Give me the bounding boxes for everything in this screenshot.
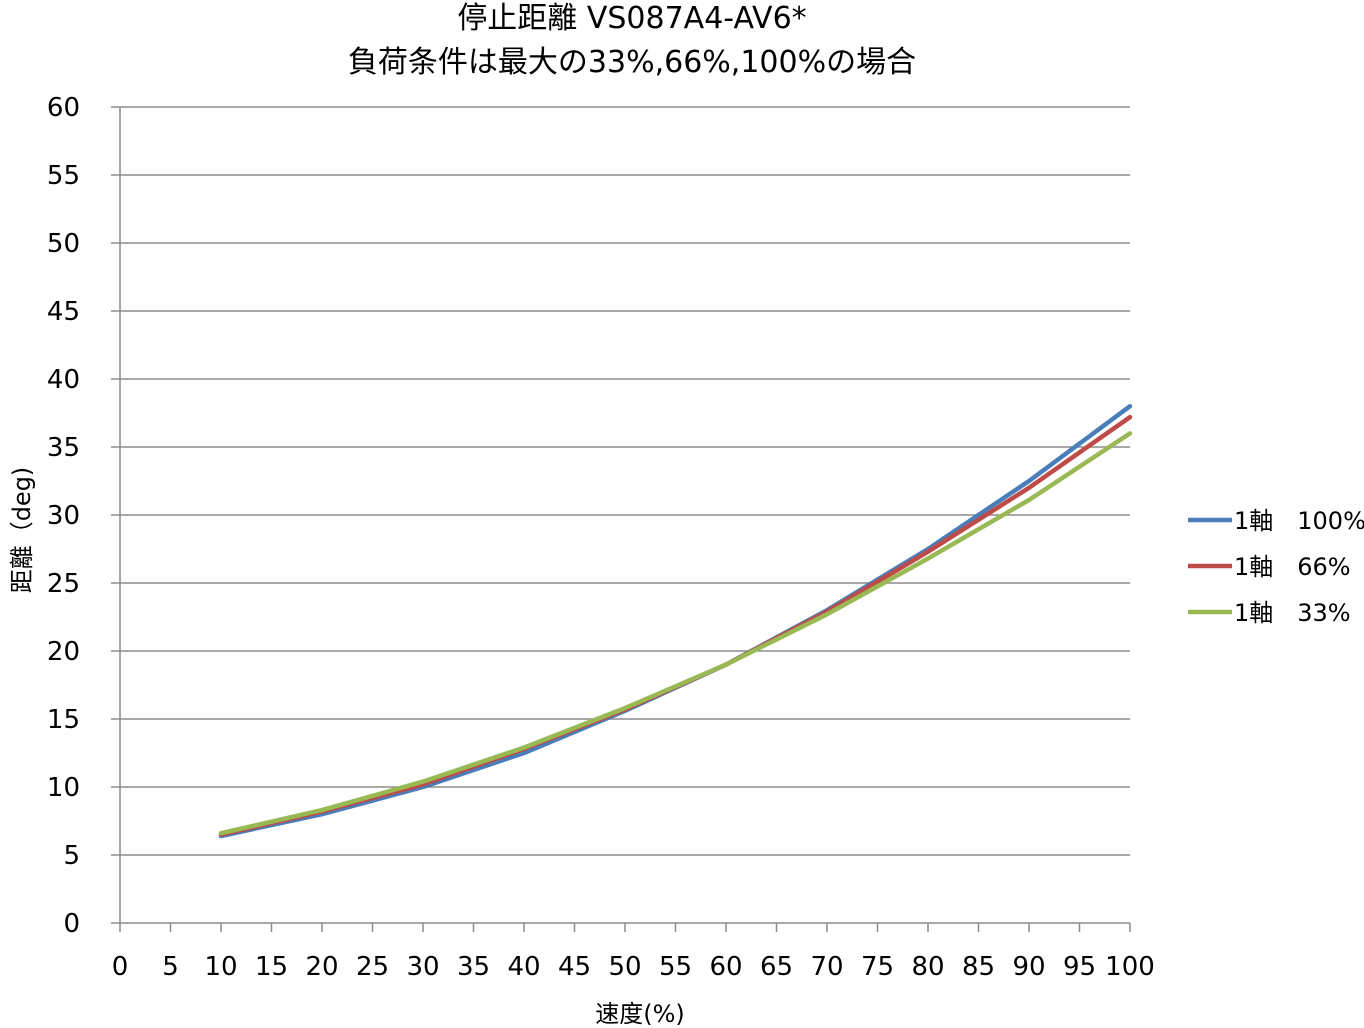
x-tick-labels: 0 5 10 15 20 25 30 35 40 45 50 55 60 65 70 75 80 85 90 95 10… [112, 952, 1155, 982]
y-tick-label: 25 [47, 569, 80, 599]
y-tick-label: 35 [47, 433, 80, 463]
legend: 1軸 100% 1軸 66% 1軸 33% [1188, 507, 1364, 627]
x-tick-label: 75 [861, 952, 894, 982]
y-tick-label: 10 [47, 773, 80, 803]
y-tick-label: 30 [47, 501, 80, 531]
y-tick-label: 60 [47, 93, 80, 123]
x-tick-label: 85 [962, 952, 995, 982]
y-tick-label: 55 [47, 161, 80, 191]
x-tick-label: 70 [810, 952, 843, 982]
y-tick-label: 45 [47, 297, 80, 327]
axes [119, 107, 1131, 932]
x-tick-label: 45 [558, 952, 591, 982]
y-tick-label: 15 [47, 705, 80, 735]
y-tick-label: 50 [47, 229, 80, 259]
x-tick-label: 25 [356, 952, 389, 982]
y-tick-label: 40 [47, 365, 80, 395]
x-tick-label: 100 [1105, 952, 1155, 982]
legend-label-0: 1軸 100% [1234, 507, 1364, 535]
chart-title-line-1: 停止距離 VS087A4-AV6* [457, 1, 806, 36]
x-tick-label: 20 [305, 952, 338, 982]
x-tick-label: 50 [608, 952, 641, 982]
y-axis-title: 距離（deg) [8, 467, 36, 594]
series-line-1 [218, 414, 1133, 837]
x-tick-label: 35 [457, 952, 490, 982]
x-tick-label: 5 [162, 952, 179, 982]
x-tick-label: 55 [659, 952, 692, 982]
x-tick-label: 0 [112, 952, 129, 982]
x-tick-label: 80 [911, 952, 944, 982]
y-tick-label: 5 [63, 841, 80, 871]
x-tick-label: 15 [255, 952, 288, 982]
y-tick-label: 0 [63, 909, 80, 939]
legend-label-1: 1軸 66% [1234, 553, 1351, 581]
x-tick-label: 95 [1063, 952, 1096, 982]
x-tick-label: 90 [1012, 952, 1045, 982]
y-tick-label: 20 [47, 637, 80, 667]
x-axis-title: 速度(%) [595, 1000, 685, 1028]
series-line-2 [218, 431, 1133, 836]
x-tick-label: 10 [204, 952, 237, 982]
y-gridlines [111, 106, 1130, 924]
legend-label-2: 1軸 33% [1234, 599, 1351, 627]
series-lines [218, 403, 1133, 839]
x-tick-label: 65 [760, 952, 793, 982]
x-tick-label: 40 [507, 952, 540, 982]
chart-title-line-2: 負荷条件は最大の33%,66%,100%の場合 [348, 45, 916, 80]
y-tick-labels: 0 5 10 15 20 25 30 35 40 45 50 55 60 [47, 93, 80, 939]
x-tick-label: 30 [406, 952, 439, 982]
x-tick-label: 60 [709, 952, 742, 982]
series-line-0 [218, 403, 1133, 839]
